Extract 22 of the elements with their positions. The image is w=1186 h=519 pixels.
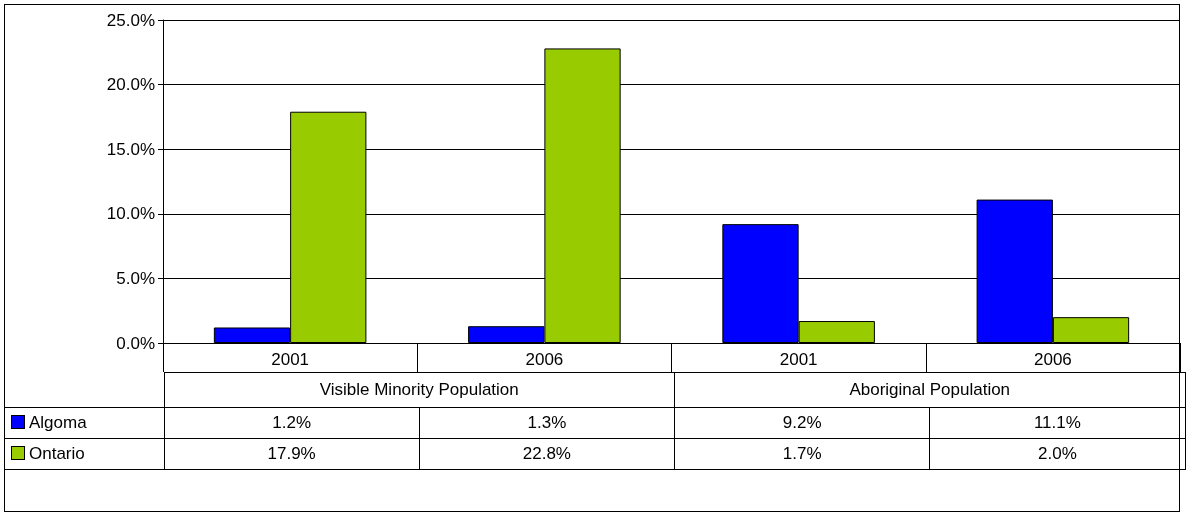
y-tick-label: 25.0% <box>106 10 155 30</box>
y-tick-label: 5.0% <box>116 268 155 288</box>
x-tick-label: 2006 <box>525 350 564 369</box>
y-tick-label: 10.0% <box>106 204 155 224</box>
data-label: 1.7% <box>674 438 930 470</box>
text: Visible Minority Population <box>164 372 675 408</box>
data-label: 22.8% <box>419 438 675 470</box>
data-label: 1.3% <box>419 407 675 439</box>
y-tick-label: 20.0% <box>106 75 155 95</box>
data-label: 11.1% <box>929 407 1185 439</box>
data-label: 2.0% <box>929 438 1185 470</box>
y-tick-label: 15.0% <box>106 139 155 159</box>
text: Aboriginal Population <box>674 372 1185 408</box>
legend-label: Algoma <box>4 407 164 439</box>
data-label: 9.2% <box>674 407 930 439</box>
data-label: 17.9% <box>164 438 420 470</box>
x-tick-label: 2001 <box>779 350 818 369</box>
x-tick-label: 2001 <box>271 350 310 369</box>
legend-label: Ontario <box>4 438 164 470</box>
data-label: 1.2% <box>164 407 420 439</box>
y-tick-label: 0.0% <box>116 333 155 353</box>
x-tick-label: 2006 <box>1033 350 1072 369</box>
